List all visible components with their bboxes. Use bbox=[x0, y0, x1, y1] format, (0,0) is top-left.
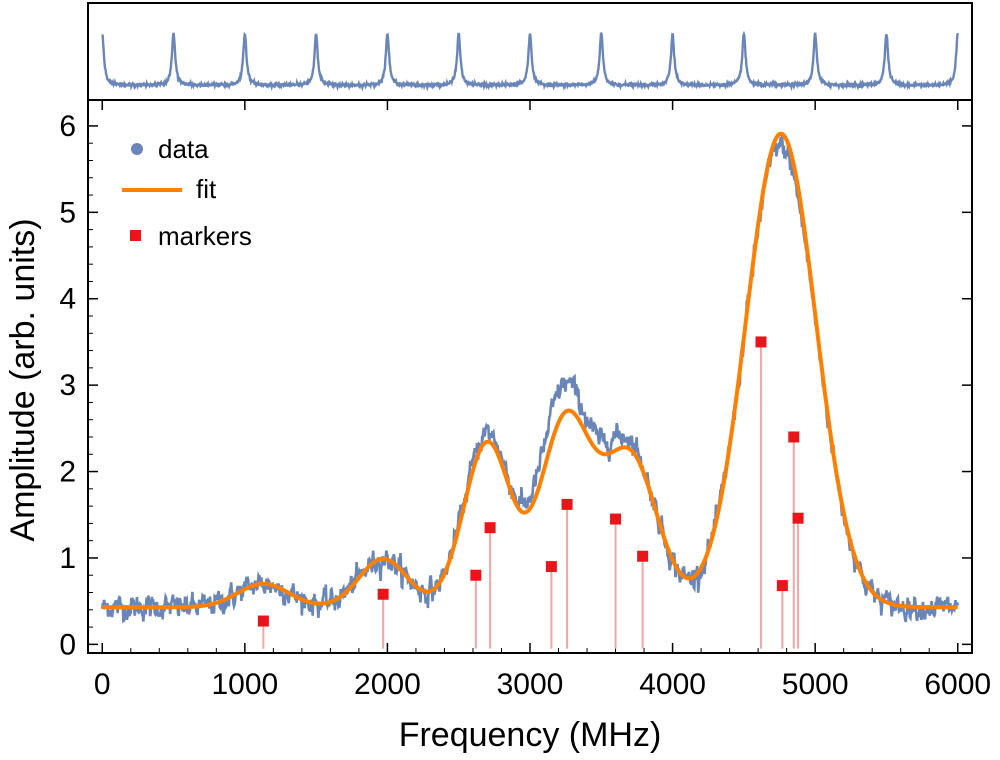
marker-point bbox=[610, 513, 622, 525]
y-tick-label: 0 bbox=[59, 628, 76, 661]
fit-series-line bbox=[102, 131, 958, 610]
marker-point bbox=[755, 336, 767, 348]
y-tick-label: 6 bbox=[59, 110, 76, 143]
axis-ticks bbox=[88, 100, 972, 653]
y-tick-label: 5 bbox=[59, 196, 76, 229]
main-panel-frame bbox=[87, 99, 973, 654]
legend-data-label: data bbox=[158, 134, 209, 164]
legend: data fit markers bbox=[122, 134, 252, 251]
marker-point bbox=[776, 580, 788, 592]
legend-markers-symbol bbox=[130, 230, 141, 241]
marker-point bbox=[788, 431, 800, 443]
marker-point bbox=[377, 588, 389, 600]
marker-points bbox=[257, 336, 804, 627]
y-tick-label: 4 bbox=[59, 283, 76, 316]
x-tick-label: 2000 bbox=[354, 668, 421, 701]
marker-point bbox=[545, 561, 557, 573]
x-tick-label: 6000 bbox=[924, 668, 991, 701]
main-panel bbox=[87, 99, 973, 654]
marker-point bbox=[792, 512, 804, 524]
x-tick-labels: 0 1000 2000 3000 4000 5000 6000 bbox=[94, 668, 991, 701]
marker-point bbox=[637, 550, 649, 562]
top-panel-trace bbox=[101, 30, 959, 92]
legend-fit-label: fit bbox=[196, 174, 217, 204]
marker-point bbox=[257, 615, 269, 627]
legend-markers-label: markers bbox=[158, 221, 252, 251]
y-tick-labels: 0 1 2 3 4 5 6 bbox=[59, 110, 76, 661]
marker-point bbox=[470, 569, 482, 581]
y-tick-label: 3 bbox=[59, 369, 76, 402]
x-tick-label: 5000 bbox=[782, 668, 849, 701]
x-axis-title: Frequency (MHz) bbox=[399, 716, 662, 754]
x-tick-label: 1000 bbox=[211, 668, 278, 701]
x-tick-label: 0 bbox=[94, 668, 111, 701]
data-series-line bbox=[101, 135, 959, 624]
marker-stems bbox=[262, 341, 800, 649]
x-tick-label: 3000 bbox=[497, 668, 564, 701]
y-tick-label: 2 bbox=[59, 456, 76, 489]
marker-point bbox=[484, 522, 496, 534]
y-tick-label: 1 bbox=[59, 542, 76, 575]
top-panel bbox=[87, 2, 973, 101]
x-tick-label: 4000 bbox=[639, 668, 706, 701]
legend-data-symbol bbox=[131, 143, 143, 155]
marker-point bbox=[561, 498, 573, 510]
y-axis-title: Amplitude (arb. units) bbox=[4, 218, 42, 541]
